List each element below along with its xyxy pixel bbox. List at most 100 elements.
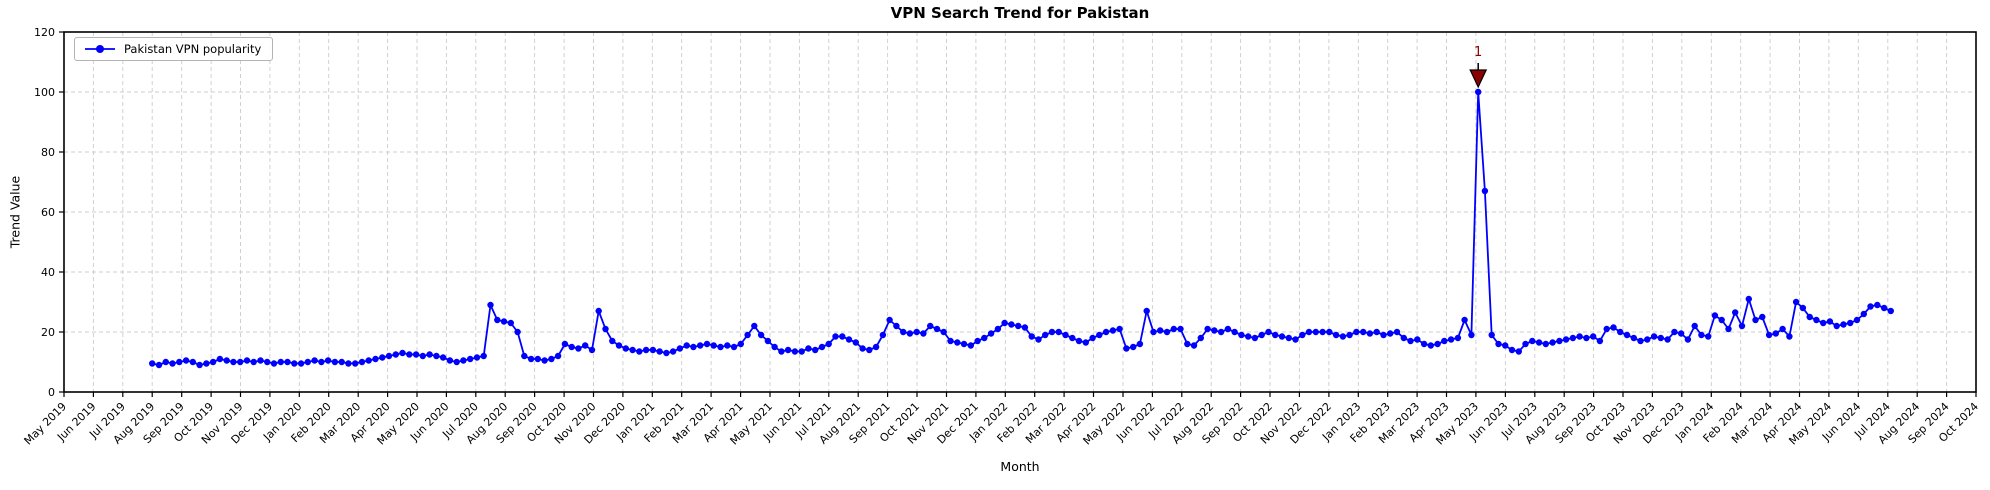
data-point [1001,319,1008,327]
x-axis-label: Month [1000,459,1040,474]
data-point [1657,334,1665,342]
data-point [1136,340,1144,348]
data-point [812,346,819,354]
y-tick-label: 120 [34,26,55,39]
data-point [906,330,914,337]
annotation-arrow-icon [1469,69,1488,89]
data-point [1102,328,1110,336]
data-point [1806,313,1813,321]
data-point [277,358,284,366]
data-point [1447,336,1455,343]
data-point [467,355,474,363]
data-point [981,334,988,342]
data-point [1305,328,1313,336]
data-point [595,307,602,315]
chart-title: VPN Search Trend for Pakistan [890,4,1150,22]
data-point [1752,316,1759,324]
data-point [1664,336,1671,343]
data-point [1535,339,1543,346]
plot-border [63,31,1977,393]
data-point [1285,334,1293,342]
grid [63,31,1977,393]
data-point [1089,334,1096,342]
data-point [352,360,359,367]
data-point [1732,309,1739,316]
data-point [764,337,772,345]
data-point [1698,331,1705,339]
data-point [209,358,217,366]
data-point [399,349,406,357]
data-point [1847,319,1854,327]
data-point [243,357,251,364]
data-point [446,357,454,364]
data-point [1251,334,1259,342]
data-point [487,301,494,309]
data-point [676,345,684,352]
data-point [1880,304,1888,312]
data-point [433,352,440,360]
data-point [960,340,968,348]
data-point [1157,327,1164,334]
data-point [1407,337,1414,345]
data-point [1454,334,1462,342]
data-point [345,360,352,367]
data-point [1360,328,1367,336]
data-point [1725,325,1732,333]
data-point [818,343,826,351]
data-point [737,340,744,348]
data-point [439,354,447,361]
data-point [372,355,379,363]
data-point [1441,337,1448,345]
data-point [866,346,873,354]
data-point [1211,327,1218,334]
data-point [798,348,805,355]
data-point [629,346,636,354]
data-point [297,360,305,367]
data-point [1738,322,1746,330]
data-point [1481,187,1489,195]
data-point [358,358,366,366]
data-point [1461,316,1468,324]
data-point [155,361,163,369]
data-point [1853,316,1861,324]
y-tick-label: 40 [41,266,55,279]
data-point [534,355,541,363]
data-point [1522,340,1529,348]
data-point [176,358,183,366]
data-point [1326,328,1333,336]
data-point [1028,333,1035,340]
data-point [568,343,575,351]
data-point [1109,327,1117,334]
data-point [494,316,501,324]
data-point [1779,325,1786,333]
data-point [947,337,954,345]
data-point [1414,336,1421,343]
data-point [1610,324,1617,331]
data-point [933,325,941,333]
data-point [1772,330,1780,337]
data-point [257,357,264,364]
data-point [426,351,433,358]
data-point [189,358,196,366]
data-point [1765,331,1773,339]
data-point [1373,328,1380,336]
data-point [1569,334,1577,342]
annotation-label: 1 [1474,45,1482,60]
data-point [379,354,386,361]
data-point [1617,328,1624,336]
data-point [311,357,318,364]
data-point [1224,325,1232,333]
data-point [724,342,731,349]
data-point [196,361,203,369]
data-point [1711,312,1719,319]
data-point [602,325,609,333]
data-point [1042,331,1049,339]
data-point [1339,333,1347,340]
data-point [1272,331,1279,339]
data-point [1299,331,1306,339]
data-point [1637,337,1644,345]
data-point [473,354,481,361]
data-point [771,343,778,351]
